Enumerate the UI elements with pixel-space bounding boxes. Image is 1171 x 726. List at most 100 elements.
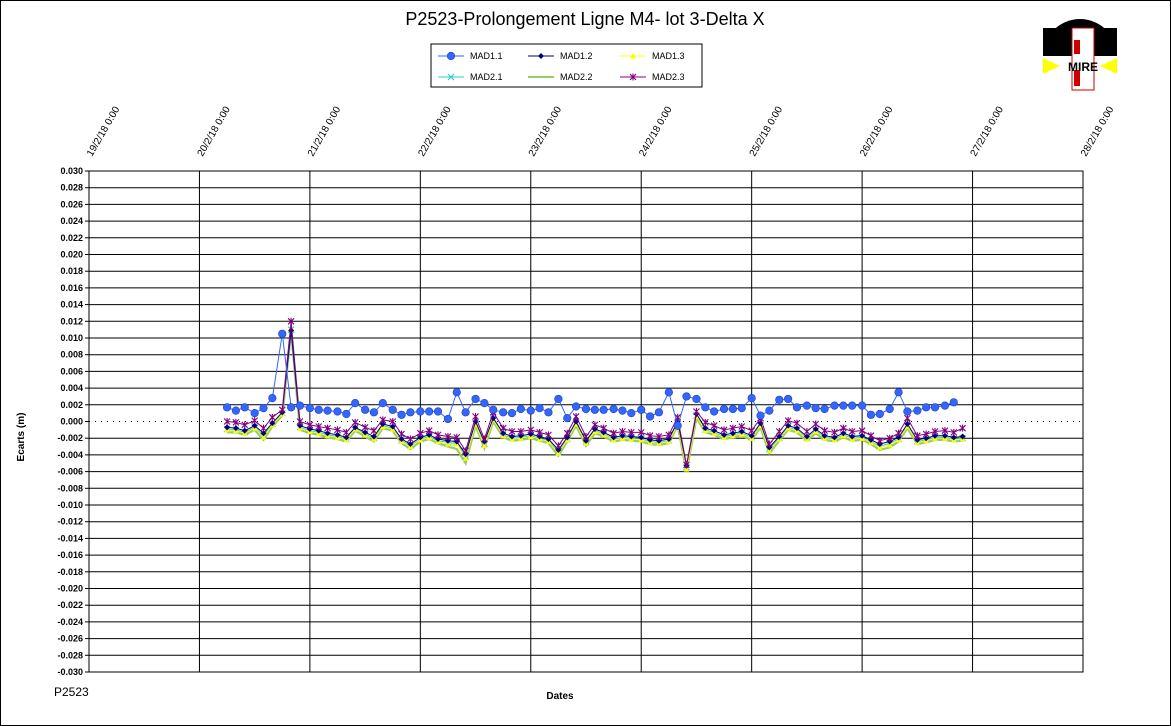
series-MAD1.1 xyxy=(222,329,958,430)
data-point xyxy=(665,431,673,439)
data-point xyxy=(876,444,883,450)
data-point xyxy=(664,388,673,397)
data-point xyxy=(765,440,773,448)
data-point xyxy=(683,466,690,472)
data-point xyxy=(812,426,819,433)
data-point xyxy=(426,431,433,438)
data-point xyxy=(894,388,903,397)
data-point xyxy=(904,421,911,428)
data-point xyxy=(517,432,524,439)
data-point xyxy=(507,409,517,418)
data-point xyxy=(435,436,442,443)
data-point xyxy=(923,435,930,442)
data-point xyxy=(361,423,369,431)
data-point xyxy=(278,329,287,338)
data-point xyxy=(922,403,931,412)
data-point xyxy=(287,317,295,325)
data-point xyxy=(638,434,645,441)
data-point xyxy=(683,461,690,469)
data-point xyxy=(720,426,728,434)
data-point xyxy=(536,433,543,440)
y-tick-label: -0.030 xyxy=(57,667,83,677)
x-tick-label: 28/2/18 0:00 xyxy=(1079,104,1117,158)
data-point xyxy=(535,404,544,413)
legend-item-MAD1.1: MAD1.1 xyxy=(438,51,503,61)
data-point xyxy=(618,406,627,415)
data-point xyxy=(260,424,267,432)
data-point xyxy=(446,51,456,61)
data-point xyxy=(914,436,921,443)
chart-title: P2523-Prolongement Ligne M4- lot 3-Delta… xyxy=(405,9,764,29)
legend-label: MAD1.3 xyxy=(652,51,685,61)
data-point xyxy=(516,404,525,414)
data-point xyxy=(665,436,672,443)
data-point xyxy=(701,418,709,426)
data-point xyxy=(654,408,663,417)
data-point xyxy=(472,412,479,420)
y-tick-label: 0.012 xyxy=(60,316,83,326)
data-point xyxy=(930,403,940,412)
data-point xyxy=(555,446,562,453)
data-point xyxy=(600,424,608,432)
data-point xyxy=(554,394,563,404)
data-point xyxy=(508,428,516,436)
data-point xyxy=(756,411,765,420)
y-tick-label: -0.018 xyxy=(57,567,83,577)
data-point xyxy=(517,428,525,436)
data-point xyxy=(646,432,654,440)
data-point xyxy=(831,428,838,436)
data-point xyxy=(323,406,332,415)
data-point xyxy=(949,398,958,407)
data-point xyxy=(536,428,544,436)
data-point xyxy=(370,427,378,435)
data-point xyxy=(444,433,452,441)
data-point xyxy=(711,427,718,434)
legend-label: MAD1.1 xyxy=(470,51,503,61)
legend-item-MAD2.3: MAD2.3 xyxy=(620,72,685,82)
data-point xyxy=(590,405,599,414)
data-point xyxy=(315,423,323,431)
y-tick-label: -0.002 xyxy=(57,433,83,443)
data-point xyxy=(776,433,783,440)
data-point xyxy=(610,429,617,437)
data-point xyxy=(599,405,608,414)
data-point xyxy=(444,437,451,444)
y-tick-label: 0.008 xyxy=(60,350,83,360)
data-point xyxy=(950,428,958,436)
data-point xyxy=(775,395,784,404)
data-point xyxy=(538,53,544,59)
data-point xyxy=(886,441,893,448)
data-point xyxy=(811,404,820,413)
data-point xyxy=(784,394,793,404)
data-point xyxy=(222,403,232,412)
data-point xyxy=(443,414,453,424)
data-point xyxy=(471,394,480,404)
x-axis-label: Dates xyxy=(546,691,574,702)
data-point xyxy=(406,408,415,417)
data-point xyxy=(693,407,700,415)
data-point xyxy=(628,433,635,440)
series-layer xyxy=(222,317,967,472)
data-point xyxy=(389,418,397,425)
data-point xyxy=(481,435,488,443)
data-point xyxy=(913,432,921,440)
data-point xyxy=(627,409,636,418)
y-tick-label: 0.022 xyxy=(60,233,83,243)
y-tick-label: 0.026 xyxy=(60,199,83,209)
data-point xyxy=(748,432,755,439)
data-point xyxy=(545,436,552,443)
y-tick-label: -0.008 xyxy=(57,483,83,493)
y-tick-label: -0.028 xyxy=(57,650,83,660)
data-point xyxy=(959,424,967,432)
y-tick-label: 0.004 xyxy=(60,383,83,393)
data-point xyxy=(719,404,729,414)
data-point xyxy=(444,441,451,447)
data-point xyxy=(895,434,902,441)
data-point xyxy=(314,405,323,414)
data-point xyxy=(885,404,894,414)
data-point xyxy=(351,399,360,408)
data-point xyxy=(240,403,249,412)
y-tick-label: 0.000 xyxy=(60,417,83,427)
data-point xyxy=(645,412,655,421)
data-point xyxy=(702,425,709,432)
